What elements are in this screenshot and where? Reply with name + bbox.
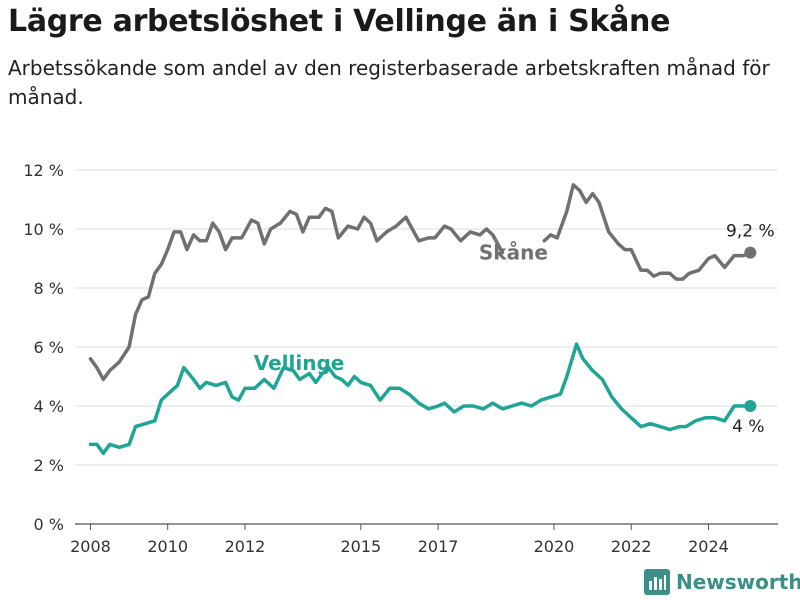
y-tick-label: 8 % [34, 279, 64, 298]
series-label-vellinge: Vellinge [254, 351, 345, 375]
y-tick-label: 10 % [23, 220, 64, 239]
y-tick-label: 4 % [34, 397, 64, 416]
x-tick-label: 2020 [534, 537, 575, 556]
series-label-skane: Skåne [479, 241, 548, 265]
y-tick-label: 0 % [34, 515, 64, 534]
end-value-label-skane: 9,2 % [726, 222, 775, 242]
y-tick-label: 2 % [34, 456, 64, 475]
brand-name: Newsworthy [676, 570, 800, 594]
y-tick-label: 12 % [23, 161, 64, 180]
x-tick-label: 2012 [225, 537, 266, 556]
bar-chart-icon [644, 569, 670, 595]
end-value-label-vellinge: 4 % [732, 417, 764, 437]
x-tick-label: 2022 [611, 537, 652, 556]
x-tick-label: 2024 [688, 537, 729, 556]
series-line-skane [88, 206, 505, 382]
series-line-skane [542, 183, 753, 281]
newsworthy-logo: Newsworthy [644, 569, 800, 595]
x-tick-label: 2008 [70, 537, 111, 556]
chart-title: Lägre arbetslöshet i Vellinge än i Skåne [8, 4, 671, 39]
end-point-marker-skane [744, 246, 757, 259]
x-tick-label: 2010 [147, 537, 188, 556]
chart-subtitle: Arbetssökande som andel av den registerb… [8, 56, 770, 109]
x-tick-label: 2017 [418, 537, 459, 556]
series-line-vellinge [88, 342, 753, 455]
y-tick-label: 6 % [34, 338, 64, 357]
x-tick-label: 2015 [340, 537, 381, 556]
end-point-marker-vellinge [744, 400, 757, 412]
